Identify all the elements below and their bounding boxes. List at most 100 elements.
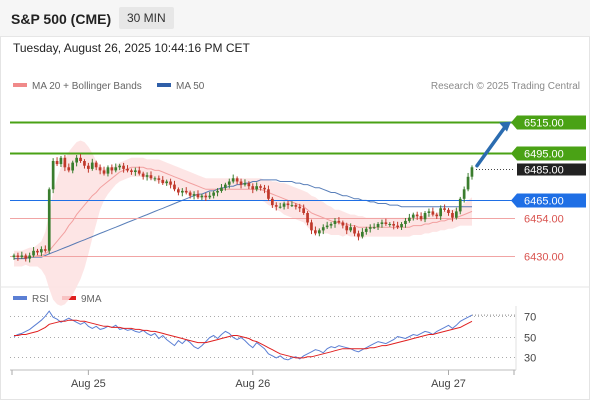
rsi-tick-label-0: 70 <box>524 312 536 324</box>
candle-body <box>325 225 329 228</box>
level-tag-0 <box>511 115 586 130</box>
candle-body <box>75 157 78 163</box>
legend-rsi-ma-label: 9MA <box>81 294 102 305</box>
candle-body <box>181 190 184 193</box>
level-label-overlay-1: 6495.00 <box>524 149 564 161</box>
candle-body <box>271 198 274 206</box>
candle-body <box>435 214 439 217</box>
candle-body <box>43 249 47 251</box>
candle-body <box>36 250 39 253</box>
legend-ma50-label: MA 50 <box>176 81 205 92</box>
candle-body <box>361 231 364 237</box>
candle-body <box>212 192 215 196</box>
level-tag-2 <box>511 193 586 208</box>
candle-body <box>376 224 380 228</box>
candle-body <box>227 181 231 185</box>
target-arrow-shaft <box>475 123 508 168</box>
candle-body <box>447 209 450 213</box>
legend-rsi-label: RSI <box>32 294 49 305</box>
candle-body <box>451 213 454 218</box>
candle-body <box>462 189 466 199</box>
bollinger-band-area <box>14 140 472 306</box>
candle-body <box>423 213 427 220</box>
target-arrow-head <box>499 121 511 132</box>
candle-body <box>349 227 352 231</box>
candle-body <box>470 167 474 177</box>
candle-body <box>126 168 129 171</box>
candle-body <box>255 186 258 190</box>
candle-body <box>321 227 325 231</box>
candle-body <box>458 198 462 212</box>
candle-body <box>353 227 356 234</box>
candle-body <box>310 222 313 231</box>
candle-body <box>380 222 384 224</box>
candle-body <box>267 189 270 199</box>
level-tag-overlay-1 <box>511 146 586 160</box>
candle-body <box>251 186 255 190</box>
candle-body <box>298 206 302 209</box>
candle-body <box>184 190 188 193</box>
candle-body <box>239 181 243 185</box>
candle-body <box>141 173 145 177</box>
candle-body <box>274 205 278 207</box>
rsi-line <box>13 310 473 361</box>
candle-body <box>79 157 82 161</box>
candle-body <box>24 255 28 259</box>
rsi-tick-label-1: 50 <box>524 333 536 345</box>
candle-body <box>368 227 372 229</box>
candle-body <box>67 167 71 171</box>
candle-body <box>220 187 223 191</box>
level-label-3: 6454.00 <box>524 214 564 226</box>
legend-rsi: RSI <box>13 294 49 305</box>
timeframe-badge[interactable]: 30 MIN <box>119 7 174 29</box>
legend-ma20: MA 20 + Bollinger Bands <box>13 81 142 92</box>
candle-body <box>137 170 141 174</box>
candle-body <box>364 228 368 232</box>
candle-body <box>333 220 337 224</box>
candle-body <box>12 255 16 258</box>
candle-body <box>157 178 161 180</box>
candle-body <box>204 195 208 198</box>
ma50-line <box>14 179 472 260</box>
candle-body <box>161 179 165 184</box>
candle-body <box>83 161 86 166</box>
candle-body <box>16 255 20 258</box>
x-tick-label-1: Aug 26 <box>235 378 270 390</box>
candle-body <box>396 225 399 228</box>
candle-body <box>55 161 59 165</box>
level-label-2: 6465.00 <box>524 196 564 208</box>
candle-body <box>439 208 442 217</box>
candle-body <box>98 167 102 171</box>
candle-body <box>388 224 392 225</box>
candle-body <box>427 211 431 213</box>
candle-body <box>286 203 290 206</box>
candle-body <box>231 178 235 182</box>
candle-body <box>216 190 219 193</box>
candle-body <box>106 167 110 174</box>
candle-body <box>47 189 51 251</box>
candle-body <box>90 162 94 169</box>
candle-body <box>408 217 411 221</box>
candle-body <box>32 250 35 256</box>
candle-body <box>278 206 282 208</box>
candle-body <box>345 225 349 231</box>
candle-body <box>188 192 192 196</box>
rsi-swatch <box>13 296 27 301</box>
ma50-swatch <box>157 83 171 88</box>
candle-body <box>177 189 180 193</box>
chart-datetime: Tuesday, August 26, 2025 10:44:16 PM CET <box>13 41 250 55</box>
header-bar: S&P 500 (CME) 30 MIN <box>0 0 590 37</box>
candle-body <box>134 170 137 172</box>
candle-body <box>224 184 227 188</box>
candle-body <box>415 214 419 217</box>
candle-body <box>153 178 157 180</box>
ma20-line <box>14 166 473 260</box>
candle-body <box>102 170 106 174</box>
rsi-tick-label-2: 30 <box>524 353 536 365</box>
candle-body <box>329 224 333 226</box>
candle-body <box>282 203 286 207</box>
candle-body <box>192 194 196 196</box>
x-tick-label-0: Aug 25 <box>71 378 106 390</box>
candle-body <box>20 255 24 258</box>
